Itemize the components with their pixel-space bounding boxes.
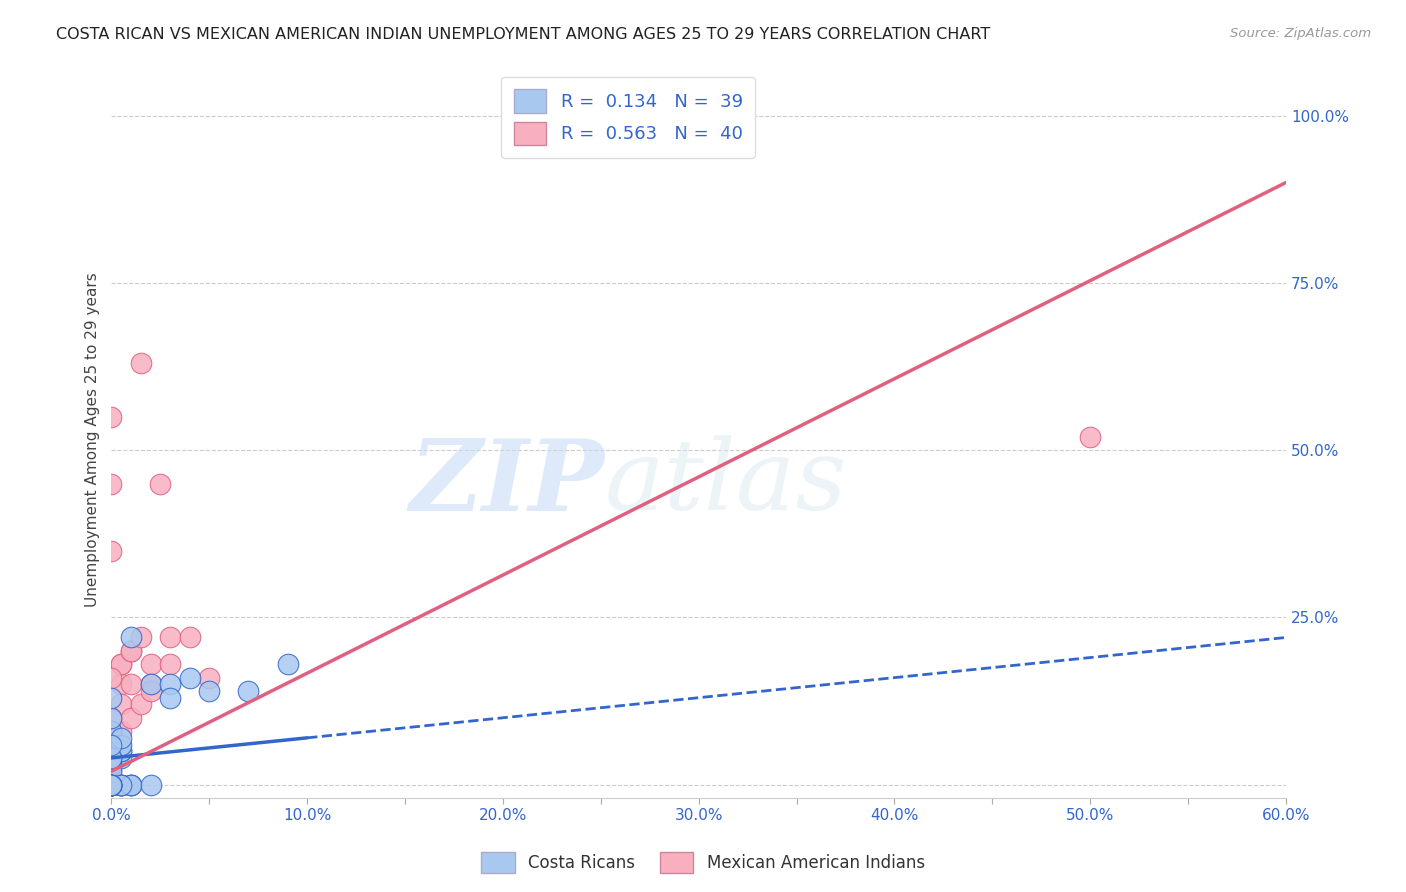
Text: atlas: atlas xyxy=(605,435,848,531)
Point xyxy=(120,778,142,792)
Point xyxy=(139,677,162,691)
Point xyxy=(100,757,122,772)
Point xyxy=(100,690,122,705)
Point xyxy=(110,698,132,712)
Text: Source: ZipAtlas.com: Source: ZipAtlas.com xyxy=(1230,27,1371,40)
Point xyxy=(100,738,122,752)
Point xyxy=(1078,430,1101,444)
Point xyxy=(100,757,122,772)
Point xyxy=(159,657,181,672)
Point xyxy=(100,778,122,792)
Point xyxy=(100,543,122,558)
Point xyxy=(120,631,142,645)
Point xyxy=(198,671,221,685)
Point xyxy=(238,684,260,698)
Legend: R =  0.134   N =  39, R =  0.563   N =  40: R = 0.134 N = 39, R = 0.563 N = 40 xyxy=(501,77,755,158)
Point xyxy=(100,778,122,792)
Point xyxy=(120,644,142,658)
Point xyxy=(100,778,122,792)
Point xyxy=(179,631,201,645)
Point xyxy=(110,778,132,792)
Point xyxy=(159,690,181,705)
Point xyxy=(100,778,122,792)
Point xyxy=(120,711,142,725)
Point xyxy=(159,631,181,645)
Point xyxy=(100,757,122,772)
Point xyxy=(110,778,132,792)
Point xyxy=(100,744,122,758)
Point xyxy=(100,778,122,792)
Point xyxy=(139,684,162,698)
Point xyxy=(149,476,172,491)
Point xyxy=(100,757,122,772)
Point xyxy=(139,657,162,672)
Point xyxy=(110,744,132,758)
Point xyxy=(110,731,132,745)
Point xyxy=(100,671,122,685)
Point xyxy=(129,631,152,645)
Point xyxy=(139,677,162,691)
Point xyxy=(100,724,122,739)
Point xyxy=(110,744,132,758)
Point xyxy=(100,778,122,792)
Point xyxy=(110,778,132,792)
Point xyxy=(139,778,162,792)
Point xyxy=(110,778,132,792)
Point xyxy=(120,778,142,792)
Point xyxy=(100,778,122,792)
Point xyxy=(100,751,122,765)
Text: ZIP: ZIP xyxy=(409,434,605,532)
Point xyxy=(100,409,122,424)
Point xyxy=(100,751,122,765)
Point xyxy=(198,684,221,698)
Point xyxy=(100,778,122,792)
Point xyxy=(100,764,122,779)
Point xyxy=(277,657,299,672)
Point xyxy=(179,671,201,685)
Point xyxy=(110,738,132,752)
Point xyxy=(100,778,122,792)
Point xyxy=(120,778,142,792)
Y-axis label: Unemployment Among Ages 25 to 29 years: Unemployment Among Ages 25 to 29 years xyxy=(86,273,100,607)
Point xyxy=(110,657,132,672)
Point xyxy=(100,744,122,758)
Point xyxy=(100,778,122,792)
Point xyxy=(100,476,122,491)
Point xyxy=(100,778,122,792)
Point xyxy=(100,778,122,792)
Point xyxy=(110,724,132,739)
Point xyxy=(100,778,122,792)
Point xyxy=(100,711,122,725)
Point xyxy=(129,356,152,370)
Point xyxy=(110,751,132,765)
Text: COSTA RICAN VS MEXICAN AMERICAN INDIAN UNEMPLOYMENT AMONG AGES 25 TO 29 YEARS CO: COSTA RICAN VS MEXICAN AMERICAN INDIAN U… xyxy=(56,27,990,42)
Point xyxy=(100,778,122,792)
Point xyxy=(100,724,122,739)
Point xyxy=(159,677,181,691)
Point xyxy=(120,677,142,691)
Point xyxy=(100,764,122,779)
Point xyxy=(110,677,132,691)
Point xyxy=(110,657,132,672)
Point xyxy=(129,698,152,712)
Point xyxy=(100,778,122,792)
Point xyxy=(120,644,142,658)
Legend: Costa Ricans, Mexican American Indians: Costa Ricans, Mexican American Indians xyxy=(475,846,931,880)
Point xyxy=(100,711,122,725)
Point xyxy=(100,744,122,758)
Point xyxy=(100,778,122,792)
